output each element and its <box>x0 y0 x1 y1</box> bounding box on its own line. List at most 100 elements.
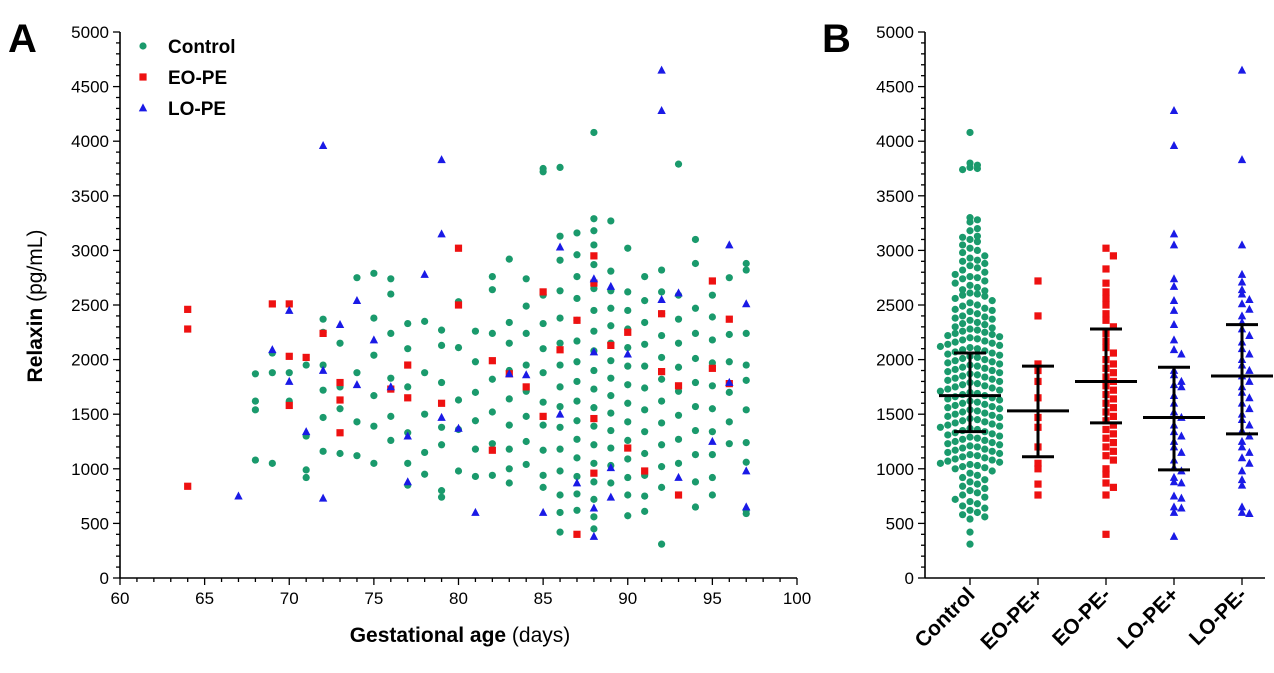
panel-a-point-control <box>674 339 683 347</box>
panel-a-point-eo-pe <box>708 364 716 372</box>
panel-b-point-control <box>981 513 989 521</box>
panel-a-point-control <box>691 503 700 511</box>
panel-a-point-control <box>539 319 547 328</box>
panel-b-point-eo-pe- <box>1109 395 1117 403</box>
panel-a-point-control <box>641 449 649 458</box>
panel-b-point-control <box>951 323 959 331</box>
panel-b-point-control <box>973 283 982 292</box>
panel-a-point-control <box>488 329 496 337</box>
panel-a-point-control <box>658 441 666 449</box>
panel-b-point-control <box>959 473 967 482</box>
panel-b-point-control <box>973 380 982 388</box>
panel-b-point-control <box>973 290 982 298</box>
panel-b-point-lo-pe- <box>1237 480 1247 489</box>
panel-b-point-control <box>973 416 982 424</box>
panel-a-point-control <box>691 235 700 244</box>
panel-b-point-control <box>981 259 989 268</box>
panel-b-point-control <box>973 232 982 240</box>
panel-a-point-control <box>641 428 649 436</box>
panel-a-point-control <box>607 444 615 452</box>
panel-b-point-eo-pe- <box>1109 323 1117 331</box>
panel-b-point-control <box>981 504 989 512</box>
panel-b-point-eo-pe- <box>1109 404 1117 412</box>
panel-a-point-control <box>285 369 293 377</box>
panel-a-point-control <box>590 227 598 235</box>
x-axis-label-main: Gestational age <box>350 624 506 647</box>
panel-a-point-eo-pe <box>488 446 496 454</box>
panel-b-point-control <box>981 436 989 445</box>
panel-b-point-lo-pe+ <box>1177 349 1186 358</box>
panel-a-point-control <box>556 528 564 536</box>
panel-b-point-lo-pe+ <box>1169 491 1179 500</box>
panel-a-point-control <box>641 507 649 515</box>
panel-a-point-lo-pe <box>335 320 345 329</box>
panel-b-point-control <box>944 412 952 420</box>
panel-a-point-lo-pe <box>403 431 412 440</box>
panel-a-point-control <box>725 274 733 282</box>
panel-b-point-eo-pe- <box>1109 386 1117 394</box>
panel-b-point-control <box>988 430 996 438</box>
panel-a-point-control <box>641 340 649 348</box>
panel-b-point-control <box>951 365 959 374</box>
panel-a-point-control <box>624 418 632 426</box>
panel-a-point-control <box>658 419 666 427</box>
panel-a-point-control <box>319 447 327 455</box>
panel-a-point-control <box>742 376 750 384</box>
panel-a-point-control <box>556 314 564 322</box>
panel-a-point-control <box>539 398 547 406</box>
panel-b-point-control <box>966 128 974 137</box>
panel-a-point-control <box>471 472 480 481</box>
panel-a-x-tick-label: 80 <box>449 589 468 608</box>
panel-b-points <box>936 65 1254 548</box>
panel-b-point-control <box>966 487 974 495</box>
panel-a-point-eo-pe <box>725 315 733 323</box>
panel-b-point-eo-pe- <box>1109 430 1117 438</box>
panel-b-point-control <box>966 325 974 333</box>
panel-a-point-control <box>319 315 327 323</box>
panel-b-point-lo-pe- <box>1245 404 1254 413</box>
panel-a-point-control <box>454 343 463 352</box>
panel-a-point-lo-pe <box>742 299 751 308</box>
panel-a-x-tick-label: 95 <box>703 589 722 608</box>
panel-b-point-control <box>973 371 982 379</box>
panel-a-point-eo-pe <box>285 352 293 360</box>
panel-a-point-control <box>505 445 513 453</box>
panel-a-point-control <box>437 326 446 334</box>
panel-a-y-tick-label: 4500 <box>71 78 109 97</box>
panel-a-point-control <box>607 426 615 435</box>
panel-a-point-control <box>471 358 480 366</box>
panel-a-point-eo-pe <box>285 300 293 308</box>
panel-b-point-control <box>944 440 952 448</box>
panel-a-point-control <box>505 395 513 403</box>
panel-b-point-control <box>973 434 982 442</box>
panel-a-point-control <box>522 361 530 369</box>
panel-b-point-control <box>951 329 959 337</box>
panel-b-point-control <box>959 435 967 443</box>
panel-a-point-control <box>488 408 496 416</box>
panel-a-x-tick-label: 75 <box>364 589 383 608</box>
panel-a-point-control <box>556 287 564 295</box>
panel-a-point-control <box>691 329 700 337</box>
panel-a-point-eo-pe <box>658 368 666 376</box>
panel-b-point-control <box>951 446 959 454</box>
panel-b-point-control <box>973 508 982 517</box>
panel-a-label: A <box>8 17 37 61</box>
panel-a-point-eo-pe <box>404 394 412 402</box>
panel-a-point-control <box>590 260 598 269</box>
panel-b-point-eo-pe- <box>1109 438 1117 447</box>
panel-b-point-control <box>944 448 952 457</box>
panel-b-point-lo-pe- <box>1237 311 1247 320</box>
panel-b-point-control <box>981 445 989 453</box>
panel-b-point-lo-pe- <box>1245 431 1254 440</box>
panel-b-point-control <box>959 491 967 499</box>
panel-a-point-control <box>437 441 446 449</box>
panel-a-point-control <box>336 339 344 347</box>
panel-b-y-tick-label: 0 <box>905 569 914 588</box>
panel-b-point-eo-pe- <box>1102 443 1110 451</box>
panel-b-point-eo-pe- <box>1102 279 1110 287</box>
panel-b-point-control <box>988 420 996 428</box>
panel-b-point-control <box>966 460 974 469</box>
panel-a-point-control <box>590 366 598 375</box>
panel-a-point-control <box>556 256 564 264</box>
panel-b-point-control <box>959 286 967 294</box>
